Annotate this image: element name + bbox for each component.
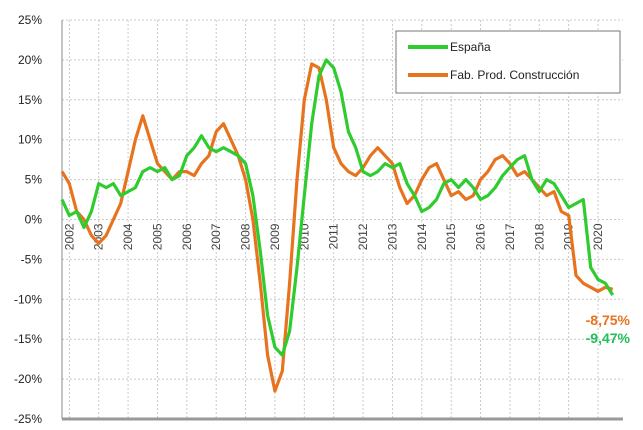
legend-box <box>395 30 621 94</box>
annotation: -9,47% <box>586 330 631 346</box>
y-tick-label: 10% <box>18 133 42 147</box>
x-tick-label: 2012 <box>356 223 370 250</box>
annotation: -8,75% <box>586 312 631 328</box>
x-tick-label: 2018 <box>532 223 546 250</box>
x-tick-label: 2015 <box>444 223 458 250</box>
y-tick-label: -5% <box>21 252 43 266</box>
x-tick-label: 2003 <box>92 223 106 250</box>
y-tick-label: 20% <box>18 53 42 67</box>
x-tick-label: 2008 <box>239 223 253 250</box>
x-tick-label: 2009 <box>268 223 282 250</box>
x-tick-label: 2014 <box>415 223 429 250</box>
y-tick-label: -25% <box>14 412 42 425</box>
x-tick-label: 2005 <box>150 223 164 250</box>
x-tick-label: 2013 <box>385 223 399 250</box>
x-tick-label: 2004 <box>121 223 135 250</box>
x-tick-label: 2016 <box>474 223 488 250</box>
x-tick-label: 2002 <box>62 223 76 250</box>
y-tick-label: 5% <box>25 173 43 187</box>
x-tick-label: 2020 <box>591 223 605 250</box>
legend-label: España <box>450 40 491 54</box>
y-tick-label: 15% <box>18 93 42 107</box>
x-tick-label: 2011 <box>327 223 341 249</box>
x-tick-label: 2007 <box>209 223 223 250</box>
y-tick-label: -20% <box>14 372 42 386</box>
y-tick-label: -10% <box>14 292 42 306</box>
series-line <box>60 62 614 393</box>
y-tick-label: 0% <box>25 213 43 227</box>
series-line <box>60 58 615 357</box>
x-tick-label: 2006 <box>180 223 194 250</box>
y-tick-label: 25% <box>18 13 42 27</box>
y-tick-label: -15% <box>14 332 42 346</box>
legend-label: Fab. Prod. Construcción <box>450 68 579 82</box>
x-tick-label: 2017 <box>503 223 517 250</box>
